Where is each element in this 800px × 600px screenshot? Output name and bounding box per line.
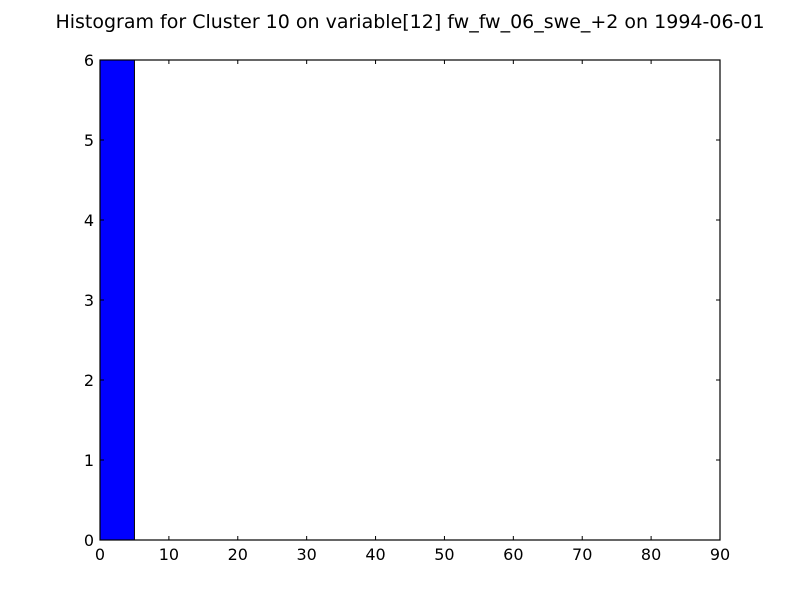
tick-labels-group: 0 10 20 30 40 50 60 70 80 90 0 1 2 3 4 5 6 bbox=[84, 51, 730, 564]
x-tick-label: 20 bbox=[228, 545, 248, 564]
x-tick-label: 80 bbox=[641, 545, 661, 564]
y-tick-label: 1 bbox=[84, 451, 94, 470]
x-tick-label: 70 bbox=[572, 545, 592, 564]
plot-frame bbox=[99, 59, 721, 541]
y-tick-label: 4 bbox=[84, 211, 94, 230]
x-tick-label: 30 bbox=[296, 545, 316, 564]
y-tick-label: 6 bbox=[84, 51, 94, 70]
bars-group bbox=[99, 59, 135, 541]
x-tick-label: 60 bbox=[503, 545, 523, 564]
x-tick-label: 90 bbox=[710, 545, 730, 564]
chart-title: Histogram for Cluster 10 on variable[12]… bbox=[55, 11, 765, 33]
y-tick-label: 5 bbox=[84, 131, 94, 150]
y-tick-label: 3 bbox=[84, 291, 94, 310]
y-tick-label: 0 bbox=[84, 531, 94, 550]
y-tick-label: 2 bbox=[84, 371, 94, 390]
x-tick-label: 10 bbox=[159, 545, 179, 564]
ticks-group bbox=[99, 59, 721, 541]
x-tick-label: 0 bbox=[95, 545, 105, 564]
histogram-bar-0 bbox=[99, 59, 135, 541]
x-tick-label: 40 bbox=[365, 545, 385, 564]
x-tick-label: 50 bbox=[434, 545, 454, 564]
